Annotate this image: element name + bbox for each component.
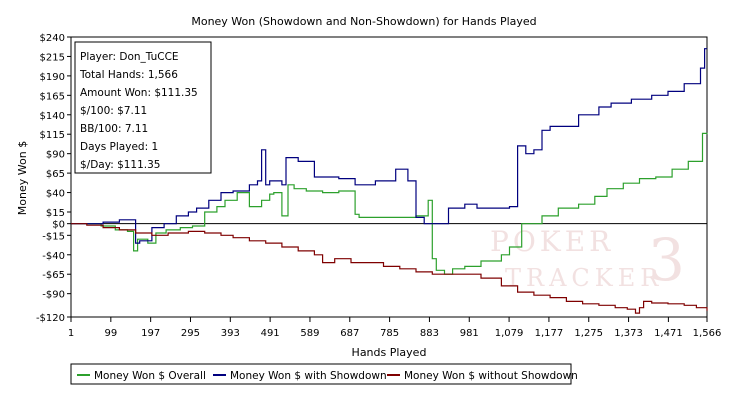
x-tick-label: 1,373: [614, 328, 643, 339]
y-tick-label: -$120: [36, 313, 65, 324]
y-tick-label: $0: [52, 220, 65, 231]
y-tick-label: $115: [40, 130, 65, 141]
y-tick-label: $90: [46, 150, 65, 161]
legend: Money Won $ Overall Money Won $ with Sho…: [70, 363, 578, 385]
y-tick-label: -$15: [42, 231, 65, 242]
x-axis: 1 99 197 295 393 491 589 687 785 883 981 1,079 1,177…: [68, 317, 722, 339]
series-line-overall: [71, 132, 708, 275]
watermark-logo: POKER TRACKER 3: [490, 225, 685, 294]
plot-area-frame: [70, 36, 708, 318]
x-tick-label: 1,471: [654, 328, 683, 339]
x-tick-label: 295: [181, 328, 200, 339]
svg-text:3: 3: [648, 226, 685, 294]
x-tick-label: 687: [340, 328, 359, 339]
series-line-showdown: [71, 48, 707, 244]
svg-text:TRACKER: TRACKER: [505, 264, 663, 292]
x-tick-label: 1,566: [693, 328, 722, 339]
chart-title: Money Won (Showdown and Non-Showdown) fo…: [191, 15, 536, 28]
x-tick-label: 99: [104, 328, 117, 339]
stats-per-100: $/100: $7.11: [80, 105, 147, 117]
y-tick-label: $65: [46, 169, 65, 180]
x-tick-label: 883: [420, 328, 439, 339]
x-axis-title: Hands Played: [352, 346, 427, 359]
stats-amount-won: Amount Won: $111.35: [80, 87, 198, 99]
x-tick-label: 491: [261, 328, 280, 339]
y-tick-label: -$40: [42, 251, 65, 262]
x-tick-label: 1,177: [535, 328, 564, 339]
stats-player: Player: Don_TuCCE: [80, 51, 179, 63]
y-tick-label: $190: [40, 72, 65, 83]
x-tick-label: 1,275: [574, 328, 603, 339]
y-tick-label: -$65: [42, 270, 65, 281]
y-tick-label: -$90: [42, 290, 65, 301]
legend-frame: [70, 363, 572, 385]
legend-label-overall: Money Won $ Overall: [94, 370, 206, 382]
y-axis: $240$215$190$165$140$115$90$65$40$15$0-$…: [36, 33, 71, 324]
stats-bb-per-100: BB/100: 7.11: [80, 123, 148, 135]
y-tick-label: $215: [40, 52, 65, 63]
series-layer: [71, 48, 708, 314]
x-tick-label: 1,079: [495, 328, 524, 339]
y-tick-label: $15: [46, 208, 65, 219]
x-tick-label: 785: [380, 328, 399, 339]
x-tick-label: 981: [460, 328, 479, 339]
y-tick-label: $240: [40, 33, 65, 44]
legend-label-showdown: Money Won $ with Showdown: [230, 370, 387, 382]
x-tick-label: 197: [141, 328, 160, 339]
y-tick-label: $165: [40, 91, 65, 102]
x-tick-label: 393: [221, 328, 240, 339]
y-tick-label: $40: [46, 189, 65, 200]
stats-box: Player: Don_TuCCE Total Hands: 1,566 Amo…: [74, 41, 212, 174]
legend-label-non-showdown: Money Won $ without Showdown: [404, 370, 578, 382]
stats-per-day: $/Day: $111.35: [80, 159, 160, 171]
svg-text:POKER: POKER: [490, 225, 614, 258]
y-tick-label: $140: [40, 111, 65, 122]
series-line-non-showdown: [71, 223, 708, 314]
y-axis-title: Money Won $: [16, 141, 29, 215]
stats-days-played: Days Played: 1: [80, 141, 158, 153]
x-tick-label: 589: [300, 328, 319, 339]
stats-total-hands: Total Hands: 1,566: [79, 69, 178, 81]
stats-box-frame: [74, 41, 212, 174]
x-tick-label: 1: [68, 328, 74, 339]
